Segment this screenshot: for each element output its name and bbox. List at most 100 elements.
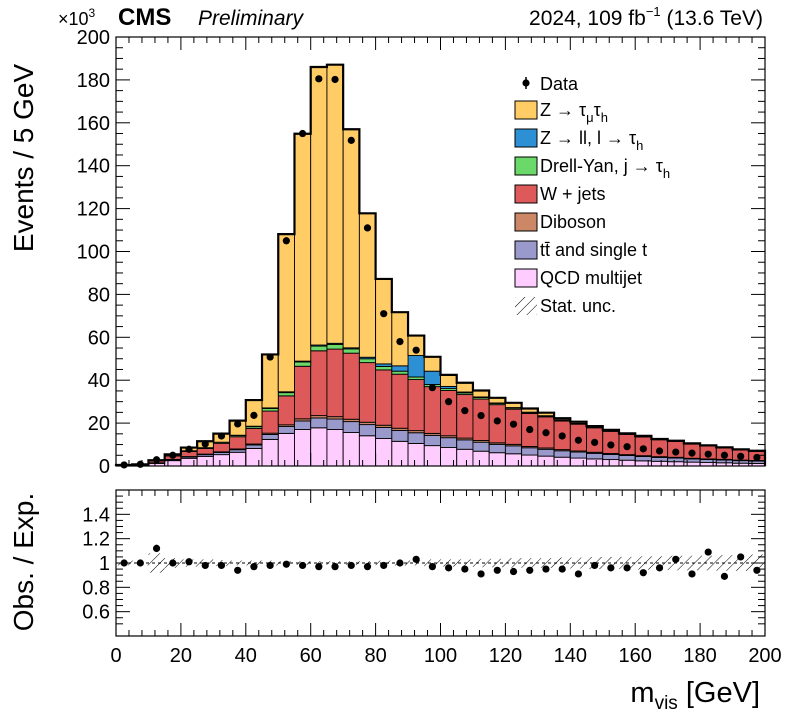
data-point	[704, 450, 712, 458]
ratio-x-tick-label: 160	[619, 645, 652, 667]
data-point	[509, 420, 518, 428]
ratio-point	[477, 570, 485, 578]
data-point	[655, 447, 664, 455]
bar-qcd-19	[423, 445, 441, 467]
ratio-unc-bin	[683, 555, 701, 571]
data-point	[574, 436, 583, 444]
bar-qcd-4	[180, 457, 198, 467]
bar-wj-21	[456, 394, 474, 439]
bar-top-35	[683, 458, 701, 463]
ratio-point	[704, 548, 712, 556]
bar-qcd-24	[504, 453, 523, 467]
x-axis-title-main: m	[630, 677, 654, 709]
bar-qcd-14	[342, 432, 360, 467]
main-y-tick-label: 20	[88, 413, 110, 435]
data-point	[234, 420, 242, 428]
data-point	[672, 448, 680, 456]
data-point	[720, 451, 729, 459]
ratio-unc-bin	[310, 561, 327, 565]
data-point	[591, 438, 599, 446]
bar-qcd-27	[553, 456, 571, 467]
ratio-point	[266, 561, 274, 570]
data-point	[363, 224, 372, 232]
data-point	[428, 384, 436, 392]
data-point	[526, 425, 534, 434]
bar-qcd-26	[537, 455, 555, 467]
data-point	[623, 443, 631, 451]
ratio-point	[282, 560, 290, 568]
bar-qcd-12	[310, 427, 328, 467]
legend-label-stat-unc: Stat. unc.	[540, 296, 616, 316]
ratio-y-tick-label: 0.6	[82, 602, 110, 624]
bar-ztt-15	[358, 212, 377, 358]
bar-top-20	[440, 437, 458, 449]
bar-ztt-21	[456, 382, 474, 393]
bar-wj-10	[277, 395, 295, 426]
data-point	[250, 411, 258, 419]
lumi-text: 2024, 109 fb	[529, 7, 646, 30]
bar-qcd-16	[375, 438, 393, 467]
bar-top-14	[342, 421, 360, 433]
ratio-point	[169, 559, 177, 567]
ratio-x-tick-label: 20	[170, 645, 192, 667]
ratio-point	[217, 561, 226, 570]
ratio-point	[234, 566, 242, 574]
bar-zl-18	[407, 355, 425, 378]
main-y-tick-label: 140	[77, 156, 110, 178]
bar-top-22	[472, 441, 490, 452]
bar-qcd-31	[618, 459, 636, 467]
bar-top-34	[667, 457, 685, 463]
ratio-point	[672, 555, 680, 563]
series-qcd	[115, 427, 766, 467]
legend-data-marker	[522, 79, 530, 87]
bar-wj-15	[358, 362, 377, 423]
main-y-axis-title: Events / 5 GeV	[8, 64, 39, 253]
data-point	[396, 337, 404, 346]
ratio-y-axis-title: Obs. / Exp.	[8, 493, 39, 632]
data-point	[412, 346, 420, 354]
data-points	[120, 75, 761, 469]
bar-dyj-10	[277, 392, 295, 397]
bar-top-11	[294, 420, 312, 430]
bar-top-31	[618, 455, 636, 461]
data-point	[493, 417, 501, 425]
bar-ztt-14	[342, 128, 360, 349]
main-panel: 0 20 40 60 80 100 120 140 160 180 200	[77, 27, 767, 478]
data-point	[298, 129, 307, 138]
data-point	[331, 75, 339, 84]
ratio-y-tick-label: 1	[99, 553, 110, 575]
bar-qcd-22	[472, 450, 490, 467]
bar-ztt-13	[326, 64, 344, 344]
bar-qcd-20	[440, 447, 458, 467]
data-point	[201, 440, 209, 448]
ratio-point	[380, 561, 388, 570]
ratio-unc-bin	[635, 556, 652, 570]
ratio-point	[201, 561, 209, 570]
bar-ztt-20	[440, 374, 458, 387]
bar-top-10	[277, 426, 295, 434]
main-y-tick-label: 160	[77, 113, 110, 135]
ratio-unc-bin	[700, 555, 717, 571]
legend-data-label: Data	[540, 74, 579, 94]
ratio-panel: 0.6 0.811.2 1.4 0 20 40 60 80 100 120 140 160 180 200	[82, 489, 782, 667]
ratio-point	[720, 572, 729, 580]
bar-wj-7	[229, 436, 247, 450]
bar-top-28	[569, 451, 587, 459]
bar-top-23	[488, 443, 506, 454]
legend-swatch-stat-unc	[515, 297, 537, 315]
bar-top-29	[586, 452, 604, 460]
legend-label-vv: Diboson	[540, 212, 606, 232]
bar-wj-17	[391, 373, 409, 429]
ratio-point	[445, 564, 453, 572]
bar-qcd-9	[261, 438, 279, 467]
ratio-point	[737, 553, 745, 561]
bar-qcd-10	[277, 432, 295, 467]
bar-ztt-10	[277, 233, 295, 393]
main-y-tick-label: 0	[99, 456, 110, 478]
legend-swatch-zl	[514, 128, 538, 148]
data-point	[639, 445, 647, 453]
energy-text: (13.6 TeV)	[661, 7, 763, 30]
data-point	[380, 310, 388, 318]
bar-top-8	[245, 444, 263, 449]
ratio-point	[412, 555, 420, 563]
